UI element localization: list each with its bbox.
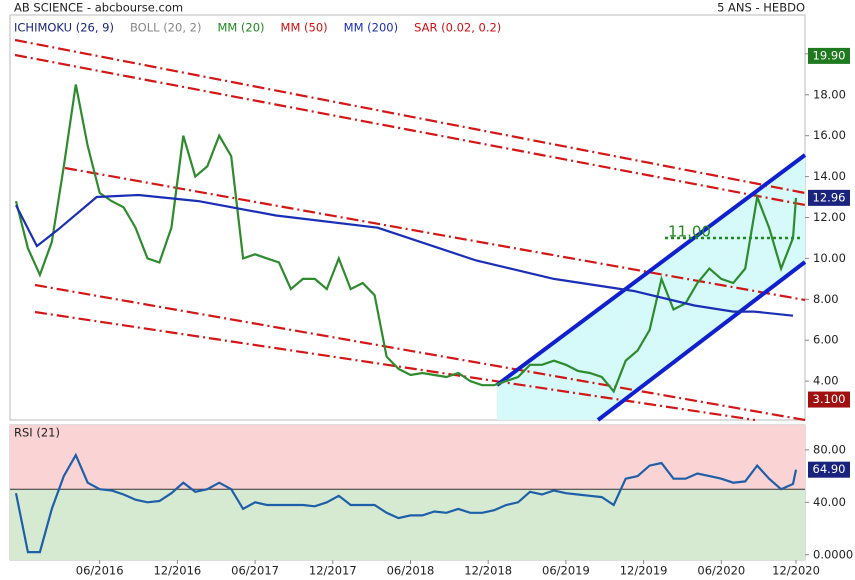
trend-channels xyxy=(14,38,807,422)
channel-line xyxy=(14,38,806,195)
y-tick-label: 10.00 xyxy=(813,251,846,265)
rsi-title: RSI (21) xyxy=(14,426,60,440)
uptrend-line xyxy=(596,260,807,422)
x-tick-label: 06/2016 xyxy=(76,564,124,578)
value-marker-label: 3.100 xyxy=(813,392,846,406)
value-marker-label: 64.90 xyxy=(813,462,846,476)
value-marker xyxy=(808,391,850,408)
value-marker xyxy=(808,189,850,206)
value-marker-label: 12.96 xyxy=(813,190,846,204)
value-marker-label: 19.90 xyxy=(813,48,846,62)
x-tick-label: 06/2020 xyxy=(697,564,745,578)
y-tick-label: 16.00 xyxy=(813,128,846,142)
value-marker xyxy=(808,47,850,64)
x-tick-label: 12/2019 xyxy=(620,564,668,578)
y-tick-label: 80.00 xyxy=(813,442,846,456)
channel-line xyxy=(34,283,806,422)
uptrend-line xyxy=(495,153,807,387)
x-tick-label: 06/2019 xyxy=(542,564,590,578)
title: AB SCIENCE - abcbourse.com xyxy=(14,1,183,15)
channel-line xyxy=(64,166,806,302)
x-tick-label: 12/2016 xyxy=(153,564,201,578)
x-tick-label: 06/2018 xyxy=(387,564,435,578)
channel-fill xyxy=(497,155,805,420)
y-tick-label: 14.00 xyxy=(813,169,846,183)
y-tick-label: 0.0000 xyxy=(813,547,853,561)
legend-entry: ICHIMOKU (26, 9) xyxy=(14,21,114,35)
annotation-label: 11.00 xyxy=(668,222,711,240)
x-tick-label: 06/2017 xyxy=(231,564,279,578)
series-line xyxy=(15,193,794,317)
channel-line xyxy=(34,310,756,422)
y-tick-label: 6.00 xyxy=(813,333,839,347)
y-tick-label: 8.00 xyxy=(813,292,839,306)
y-tick-label: 4.00 xyxy=(813,374,839,388)
series-line xyxy=(14,84,798,394)
series-line xyxy=(14,452,798,554)
legend-entry: MM (50) xyxy=(281,21,328,35)
channel-line xyxy=(14,53,806,207)
legend-entry: SAR (0.02, 0.2) xyxy=(414,21,501,35)
x-tick-label: 12/2018 xyxy=(464,564,512,578)
y-tick-label: 12.00 xyxy=(813,210,846,224)
legend-entry: MM (200) xyxy=(344,21,398,35)
legend-entry: MM (20) xyxy=(217,21,264,35)
legend-entry: BOLL (20, 2) xyxy=(130,21,201,35)
value-marker xyxy=(808,461,850,478)
oversold-zone xyxy=(10,489,805,560)
x-tick-label: 12/2017 xyxy=(309,564,357,578)
period: 5 ANS - HEBDO xyxy=(717,1,805,15)
y-tick-label: 40.00 xyxy=(813,495,846,509)
x-tick-label: 12/2020 xyxy=(772,564,820,578)
y-tick-label: 18.00 xyxy=(813,87,846,101)
